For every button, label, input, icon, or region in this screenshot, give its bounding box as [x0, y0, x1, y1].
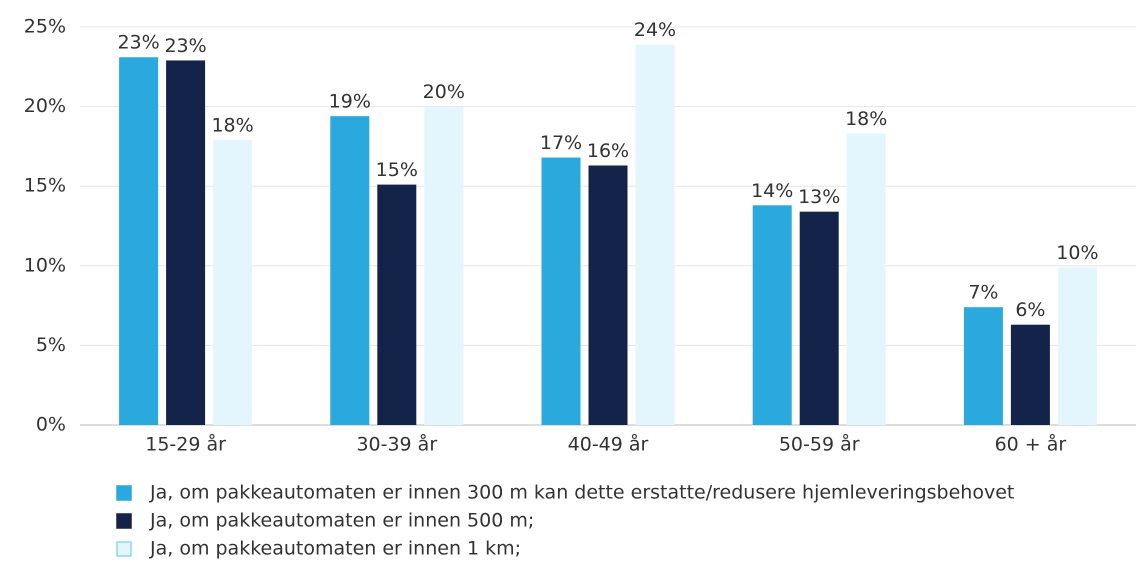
- bar: [752, 205, 792, 425]
- data-label: 23%: [117, 32, 159, 54]
- data-label: 6%: [1015, 299, 1045, 321]
- bar: [330, 116, 370, 425]
- bar: [377, 184, 417, 425]
- data-label: 10%: [1056, 242, 1098, 264]
- bar: [119, 57, 159, 426]
- y-tick-label: 20%: [24, 95, 66, 117]
- data-label: 19%: [329, 91, 371, 113]
- bar: [213, 140, 253, 426]
- legend-label: Ja, om pakkeautomaten er innen 300 m kan…: [149, 482, 1014, 504]
- bar: [588, 165, 628, 425]
- bar: [846, 133, 886, 425]
- legend-label: Ja, om pakkeautomaten er innen 1 km;: [149, 538, 521, 560]
- bar: [1010, 324, 1050, 425]
- bar: [635, 44, 675, 426]
- data-label: 24%: [634, 19, 676, 41]
- data-label: 17%: [540, 132, 582, 154]
- data-label: 20%: [423, 81, 465, 103]
- y-tick-label: 10%: [24, 254, 66, 276]
- data-label: 18%: [211, 115, 253, 137]
- legend-label: Ja, om pakkeautomaten er innen 500 m;: [149, 510, 534, 532]
- data-label: 18%: [845, 108, 887, 130]
- y-tick-label: 5%: [36, 334, 66, 356]
- bar: [799, 211, 839, 425]
- x-tick-label: 15-29 år: [145, 433, 226, 456]
- x-tick-label: 60 + år: [995, 433, 1067, 456]
- bar: [963, 307, 1003, 425]
- y-tick-label: 15%: [24, 175, 66, 197]
- legend-marker: [116, 541, 132, 557]
- legend-marker: [116, 485, 132, 501]
- data-label: 14%: [751, 180, 793, 202]
- data-label: 13%: [798, 186, 840, 208]
- data-label: 23%: [164, 35, 206, 57]
- bar: [541, 157, 581, 425]
- bar: [166, 60, 206, 425]
- y-tick-label: 25%: [24, 16, 66, 38]
- bar: [1057, 267, 1097, 425]
- legend-marker: [116, 513, 132, 529]
- data-label: 16%: [587, 140, 629, 162]
- x-tick-label: 40-49 år: [568, 433, 649, 456]
- data-label: 7%: [968, 282, 998, 304]
- x-tick-label: 50-59 år: [779, 433, 860, 456]
- y-tick-label: 0%: [36, 414, 66, 436]
- bar: [424, 106, 464, 425]
- x-tick-label: 30-39 år: [356, 433, 437, 456]
- data-label: 15%: [376, 159, 418, 181]
